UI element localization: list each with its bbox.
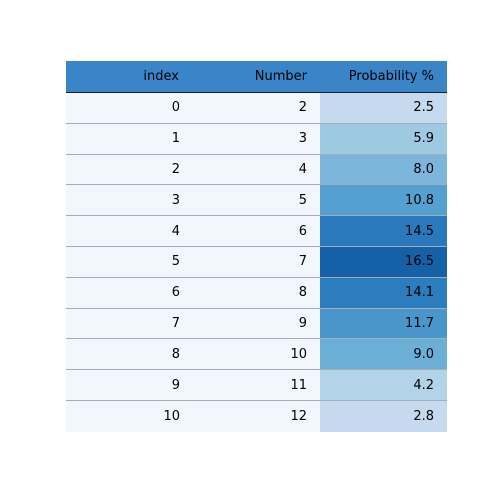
probability-cell: 14.1	[320, 277, 447, 308]
index-cell: 10	[66, 400, 193, 432]
number-cell: 6	[193, 216, 320, 246]
index-cell: 5	[66, 246, 193, 277]
index-cell: 1	[66, 123, 193, 154]
probability-cell: 14.5	[320, 216, 447, 246]
number-cell: 7	[193, 246, 320, 277]
number-cell: 11	[193, 370, 320, 400]
number-cell: 9	[193, 308, 320, 339]
probability-cell: 8.0	[320, 154, 447, 185]
table-row: 2 4 8.0	[66, 154, 447, 186]
table-body: 0 2 2.5 1 3 5.9 2 4 8.0 3 5 10.8 4 6 14.5 5 7 16.5 6 8 14.1 7…	[66, 93, 447, 432]
header-number: Number	[254, 69, 307, 84]
probability-cell: 16.5	[320, 246, 447, 277]
probability-cell: 4.2	[320, 370, 447, 400]
probability-cell: 5.9	[320, 123, 447, 154]
index-cell: 9	[66, 370, 193, 400]
table-row: 4 6 14.5	[66, 216, 447, 247]
index-cell: 6	[66, 277, 193, 308]
header-probability: Probability %	[348, 69, 434, 84]
probability-cell: 9.0	[320, 339, 447, 370]
index-cell: 2	[66, 154, 193, 185]
table-row: 6 8 14.1	[66, 277, 447, 309]
table-row: 1 3 5.9	[66, 123, 447, 155]
number-cell: 8	[193, 277, 320, 308]
header-index: index	[143, 69, 179, 84]
probability-cell: 2.8	[320, 400, 447, 432]
table-row: 0 2 2.5	[66, 93, 447, 124]
number-cell: 5	[193, 185, 320, 216]
table-row: 5 7 16.5	[66, 246, 447, 278]
probability-cell: 2.5	[320, 93, 447, 123]
table-header: index Number Probability %	[66, 61, 447, 93]
number-cell: 3	[193, 123, 320, 154]
probability-table: index Number Probability % 0 2 2.5 1 3 5.9 2 4 8…	[66, 61, 447, 432]
index-cell: 8	[66, 339, 193, 370]
probability-cell: 10.8	[320, 185, 447, 216]
index-cell: 0	[66, 93, 193, 123]
table-row: 7 9 11.7	[66, 308, 447, 340]
index-cell: 3	[66, 185, 193, 216]
table-row: 3 5 10.8	[66, 185, 447, 217]
table-row: 10 12 2.8	[66, 400, 447, 432]
index-cell: 7	[66, 308, 193, 339]
index-cell: 4	[66, 216, 193, 246]
number-cell: 12	[193, 400, 320, 432]
table-row: 9 11 4.2	[66, 370, 447, 401]
table-row: 8 10 9.0	[66, 339, 447, 371]
number-cell: 4	[193, 154, 320, 185]
probability-cell: 11.7	[320, 308, 447, 339]
number-cell: 2	[193, 93, 320, 123]
number-cell: 10	[193, 339, 320, 370]
